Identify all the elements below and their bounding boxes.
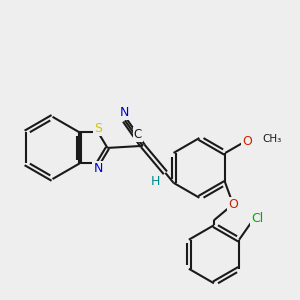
Text: N: N xyxy=(120,106,130,118)
Text: S: S xyxy=(94,122,102,135)
Text: Cl: Cl xyxy=(251,212,263,226)
Text: O: O xyxy=(228,198,238,211)
Text: N: N xyxy=(94,162,103,175)
Text: C: C xyxy=(134,128,142,141)
Text: CH₃: CH₃ xyxy=(262,134,282,145)
Text: H: H xyxy=(150,176,160,188)
Text: O: O xyxy=(242,135,252,148)
